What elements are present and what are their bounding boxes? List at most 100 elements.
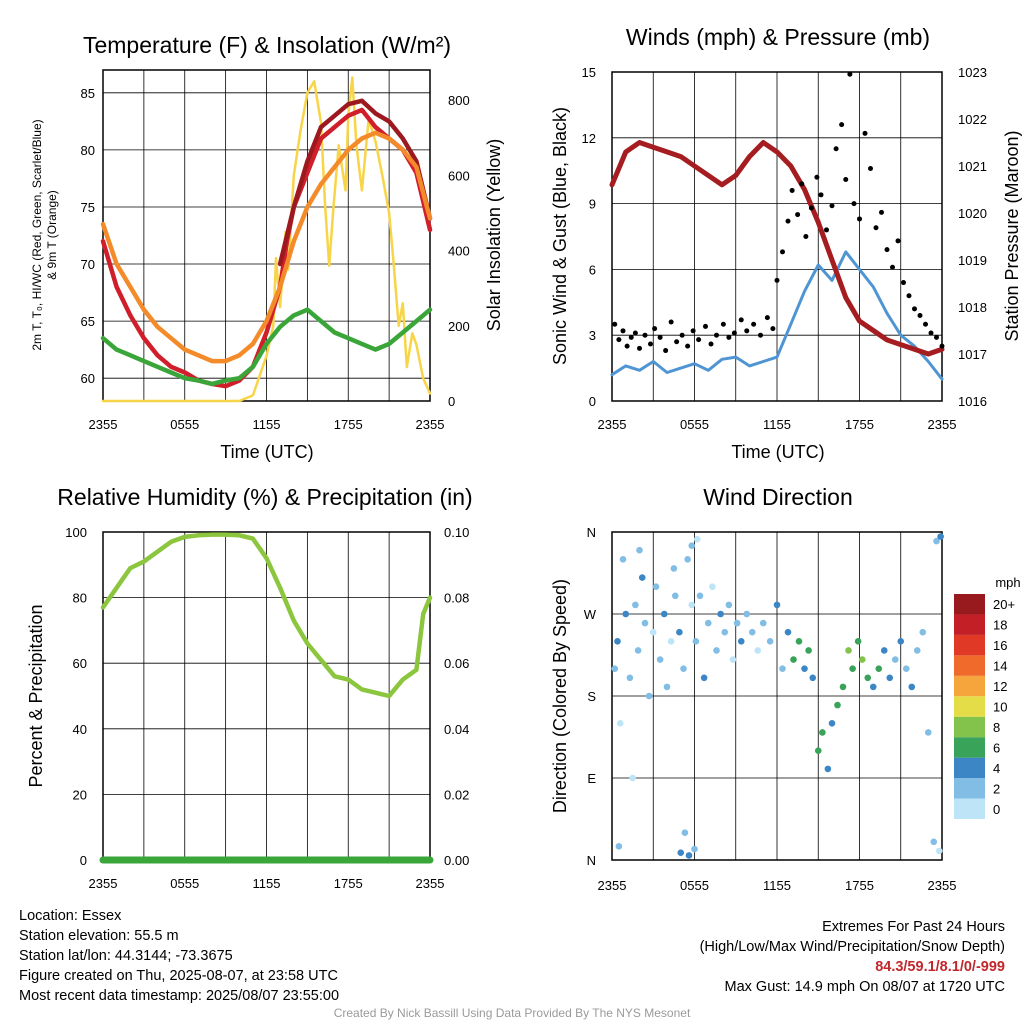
wind-y2tick: 1017 <box>958 347 987 362</box>
dir-point <box>717 610 724 618</box>
legend-swatch <box>954 737 985 758</box>
dir-point <box>880 647 888 654</box>
temp-series-heat_index <box>277 98 433 267</box>
wind-gust-point <box>862 130 868 136</box>
dir-xtick: 1755 <box>845 878 874 893</box>
wind-gust-point <box>652 326 658 332</box>
dir-point <box>641 619 649 627</box>
temp-xtick: 2355 <box>89 417 118 432</box>
dir-point <box>725 601 733 609</box>
recent-data-timestamp: Most recent data timestamp: 2025/08/07 2… <box>19 988 340 1004</box>
dir-point <box>685 852 693 859</box>
dir-ytick: S <box>587 689 596 704</box>
wind-ytick: 6 <box>589 262 596 277</box>
dir-point <box>743 610 751 618</box>
wind-gust-point <box>814 174 820 180</box>
wind-gust-point <box>906 293 912 299</box>
dir-point <box>814 747 822 754</box>
wind-gust-point <box>843 176 849 182</box>
dir-title: Wind Direction <box>703 484 853 510</box>
wind-gust-point <box>928 330 934 336</box>
dir-point <box>891 656 899 663</box>
wind-y2label: Station Pressure (Maroon) <box>1002 130 1022 341</box>
wind-gust-point <box>780 249 785 255</box>
wind-gust-point <box>857 216 862 222</box>
rh-title: Relative Humidity (%) & Precipitation (i… <box>57 484 472 510</box>
wind-gust-point <box>789 187 795 193</box>
wind-gust-point <box>663 348 669 354</box>
wind-y2tick: 1020 <box>958 206 987 221</box>
dir-point <box>663 683 671 691</box>
temp-y2tick: 400 <box>448 244 470 259</box>
station-elevation: Station elevation: 55.5 m <box>19 928 179 944</box>
temp-y2tick: 600 <box>448 168 470 183</box>
wind-xtick: 0555 <box>680 417 709 432</box>
dir-ytick: W <box>584 607 597 622</box>
temp-ytick: 80 <box>81 143 95 158</box>
wind-gust-point <box>873 225 879 231</box>
dir-point <box>692 638 700 645</box>
max-gust: Max Gust: 14.9 mph On 08/07 at 1720 UTC <box>724 979 1005 995</box>
dir-point <box>801 665 808 672</box>
wind-gust-point <box>696 337 702 343</box>
dir-point <box>688 601 696 609</box>
wind-gust-point <box>868 166 873 172</box>
dir-point <box>935 847 943 855</box>
wind-gust-point <box>785 218 791 224</box>
dir-point <box>795 638 803 645</box>
legend-swatch <box>954 716 985 738</box>
wind-gust-point <box>612 321 618 327</box>
legend-swatch <box>954 757 985 779</box>
temp-panel: 60 65 70 75 80 85 0 200 400 600 800 2355 0555 1155 175… <box>30 32 504 462</box>
wind-gust-point <box>668 319 674 325</box>
legend-label: 0 <box>993 802 1000 817</box>
dir-point <box>729 656 737 663</box>
dir-point <box>937 533 944 540</box>
temp-y2tick: 0 <box>448 394 455 409</box>
extremes-box: Extremes For Past 24 Hours (High/Low/Max… <box>700 917 1005 997</box>
dir-point <box>619 556 627 563</box>
dir-point <box>681 829 689 836</box>
dir-point <box>671 592 679 600</box>
wind-gust-point <box>879 209 884 215</box>
temp-series-dewpoint <box>100 307 433 387</box>
wind-gust-point <box>637 345 642 351</box>
dir-point <box>913 647 921 654</box>
dir-point <box>902 665 910 672</box>
wind-gust-point <box>818 192 824 198</box>
wind-gust-point <box>803 234 809 239</box>
dir-xtick: 1155 <box>763 878 791 893</box>
dir-point <box>696 592 704 600</box>
wind-gust-point <box>703 323 708 329</box>
temp-ylabel-2: & 9m T (Orange) <box>45 190 59 280</box>
dir-point <box>773 601 781 609</box>
wind-gust-point <box>917 312 923 318</box>
extremes-title: Extremes For Past 24 Hours <box>822 919 1005 935</box>
wind-gust-point <box>795 212 801 218</box>
legend-label: 20+ <box>993 597 1015 612</box>
temp-y2tick: 200 <box>448 319 470 334</box>
legend-label: 10 <box>993 700 1007 715</box>
wind-gust-point <box>839 122 845 128</box>
dir-point <box>839 683 847 691</box>
dir-point <box>676 628 683 636</box>
wind-gust-point <box>616 337 622 343</box>
wind-gust-point <box>895 238 901 244</box>
rh-ylabel: Percent & Precipitation <box>26 604 46 787</box>
wind-y2tick: 1016 <box>958 394 987 409</box>
legend-label: 16 <box>993 638 1007 653</box>
rh-xtick: 2355 <box>89 876 118 891</box>
dir-point <box>834 701 841 709</box>
legend-swatch <box>954 594 985 615</box>
wind-series-wind_speed <box>610 250 944 381</box>
wind-gust-point <box>648 341 653 347</box>
dir-point <box>748 628 756 636</box>
wind-y2tick: 1018 <box>958 300 987 315</box>
dir-point <box>737 638 745 645</box>
temp-title: Temperature (F) & Insolation (W/m²) <box>83 32 451 58</box>
rh-ytick: 20 <box>73 787 87 802</box>
rh-xtick: 0555 <box>170 876 199 891</box>
temp-ytick: 70 <box>81 257 95 272</box>
wind-xtick: 2355 <box>598 417 627 432</box>
